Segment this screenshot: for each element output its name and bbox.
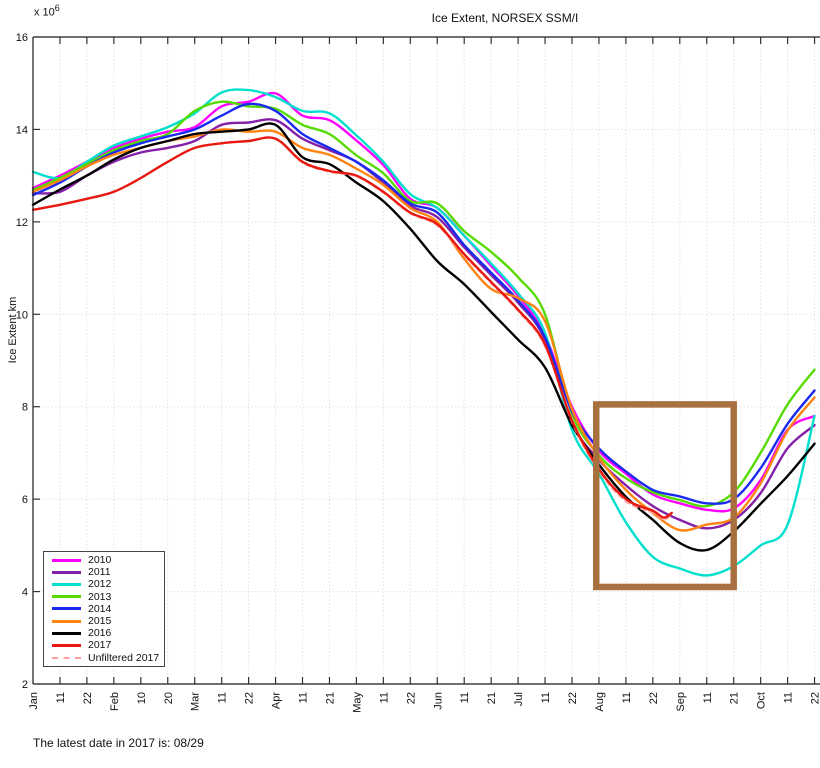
highlight-box — [593, 401, 737, 591]
legend-item-2011: 2011 — [44, 567, 164, 578]
x-tick-label: 11 — [783, 692, 795, 703]
series-line-2010 — [31, 91, 816, 513]
x-tick-label: 21 — [486, 692, 498, 704]
y-tick-label: 6 — [22, 494, 28, 506]
x-tick-label: 20 — [163, 692, 175, 704]
y-tick-label: 2 — [22, 679, 28, 691]
series-line-2011 — [31, 118, 816, 530]
legend-label: 2012 — [88, 578, 112, 591]
multiplier-exponent: 6 — [54, 3, 60, 13]
series-line-unfiltered-2017 — [32, 136, 673, 521]
legend-label: 2017 — [88, 639, 112, 652]
legend-swatch — [52, 656, 81, 659]
x-tick-label: 22 — [648, 692, 660, 704]
y-tick-label: 4 — [22, 587, 28, 599]
x-tick-label: 10 — [136, 692, 148, 704]
multiplier-base: x 10 — [34, 6, 55, 19]
legend-item-2013: 2013 — [44, 592, 164, 603]
x-tick-label: 11 — [217, 692, 229, 703]
x-tick-label: Oct — [756, 692, 768, 709]
x-tick-label: 11 — [459, 692, 471, 703]
series-line-2014 — [31, 102, 816, 505]
x-tick-label: 22 — [244, 692, 256, 704]
y-axis-multiplier: x 106 — [34, 3, 60, 19]
legend-swatch — [52, 595, 81, 599]
legend-item-2017: 2017 — [44, 640, 164, 651]
x-tick-label: Jul — [513, 692, 525, 706]
legend-item-2014: 2014 — [44, 604, 164, 615]
x-tick-label: Aug — [594, 692, 606, 712]
legend-label: 2010 — [88, 553, 112, 566]
legend-item-2012: 2012 — [44, 579, 164, 590]
legend-swatch — [52, 558, 81, 562]
y-tick-label: 8 — [22, 402, 28, 414]
x-tick-label: 22 — [82, 692, 94, 704]
legend-item-2010: 2010 — [44, 555, 164, 566]
legend-swatch — [52, 619, 81, 623]
x-tick-label: 11 — [378, 692, 390, 703]
legend-swatch — [52, 583, 81, 587]
y-tick-label: 16 — [16, 32, 28, 44]
y-tick-label: 10 — [16, 309, 28, 321]
legend-label: Unfiltered 2017 — [88, 651, 160, 664]
series-line-2015 — [31, 128, 816, 532]
x-tick-label: Feb — [109, 692, 121, 711]
legend-swatch — [52, 570, 81, 574]
x-tick-label: Jun — [432, 692, 444, 710]
x-tick-label: Sep — [675, 692, 687, 712]
series-line-2016 — [31, 122, 816, 552]
x-tick-label: 22 — [405, 692, 417, 704]
x-tick-label: 21 — [729, 692, 741, 704]
legend-swatch — [52, 631, 81, 635]
series-line-2012 — [31, 88, 816, 577]
x-tick-label: Apr — [271, 692, 283, 709]
legend: 2010 2011 2012 2013 2014 2015 2016 2017 Unfilter… — [43, 551, 165, 667]
latest-date-note: The latest date in 2017 is: 08/29 — [33, 736, 204, 750]
x-tick-label: 11 — [702, 692, 714, 703]
legend-swatch — [52, 644, 81, 648]
legend-item-2015: 2015 — [44, 616, 164, 627]
x-tick-label: 22 — [567, 692, 579, 704]
legend-label: 2011 — [88, 566, 111, 579]
y-tick-label: 12 — [16, 217, 28, 229]
legend-label: 2016 — [88, 627, 112, 640]
x-tick-label: 21 — [324, 692, 336, 704]
x-tick-label: 11 — [298, 692, 310, 703]
x-tick-label: 11 — [55, 692, 67, 703]
series-line-2013 — [31, 100, 816, 508]
x-tick-label: 11 — [621, 692, 633, 703]
legend-swatch — [52, 607, 81, 611]
legend-label: 2013 — [88, 590, 112, 603]
x-tick-label: Mar — [190, 692, 202, 711]
legend-label: 2014 — [88, 602, 112, 615]
legend-item-2016: 2016 — [44, 628, 164, 639]
y-tick-label: 14 — [16, 124, 28, 136]
legend-label: 2015 — [88, 614, 112, 627]
series-line-2017 — [31, 136, 673, 519]
x-tick-label: May — [351, 692, 363, 713]
legend-item-unfiltered-2017: Unfiltered 2017 — [44, 653, 164, 664]
x-tick-label: 22 — [810, 692, 820, 704]
x-tick-label: Jan — [28, 692, 40, 710]
chart-title: Ice Extent, NORSEX SSM/I — [431, 11, 579, 25]
x-tick-label: 11 — [540, 692, 552, 703]
